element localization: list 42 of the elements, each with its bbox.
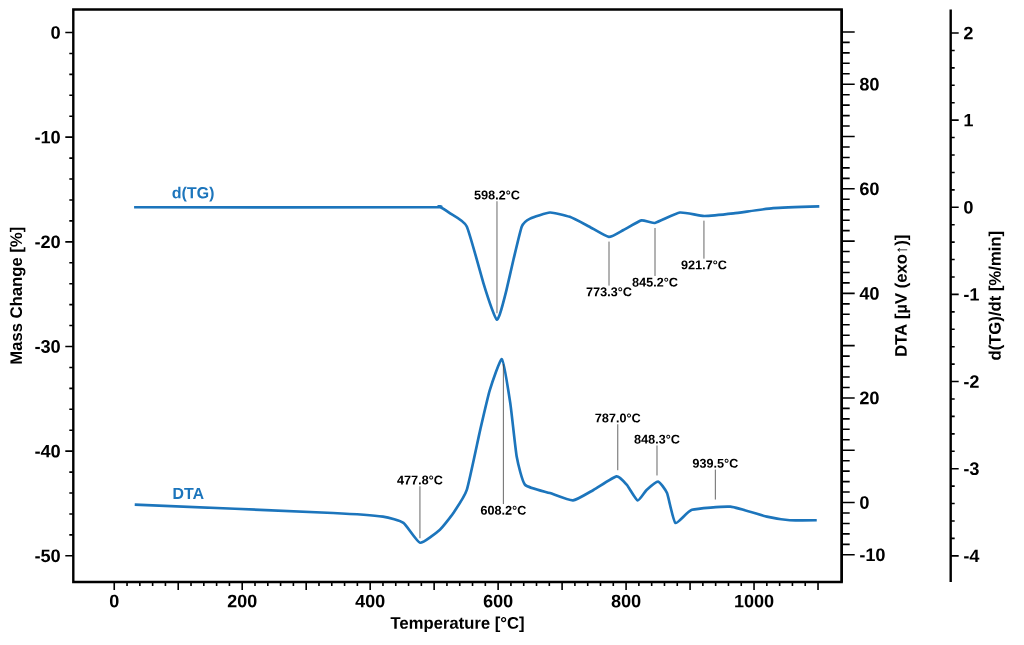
line-series [132,205,821,322]
annotation: 773.3°C [586,287,632,297]
x-tick-label: 600 [483,594,513,608]
y-axis-title: Mass Change [%] [9,227,26,364]
y3-tick-label: 1 [964,113,973,127]
annotation: 787.0°C [595,413,641,423]
annotation: 608.2°C [480,505,526,515]
x-tick-label: 200 [227,594,257,608]
series-label: d(TG) [172,186,214,202]
y3-tick-label: -3 [964,462,979,476]
y3-tick-label: -2 [964,375,979,388]
annotation: 598.2°C [474,190,520,200]
annotation: 845.2°C [632,277,678,287]
y2-tick-label: 80 [859,77,879,91]
y-tick-label: -20 [35,235,60,249]
annotation: 848.3°C [634,434,680,444]
x-tick-label: 800 [611,594,641,608]
series-label: DTA [173,487,204,499]
line-series [133,357,819,545]
y3-tick-label: -1 [964,288,979,301]
annotation: 921.7°C [681,260,727,270]
annotation: 477.8°C [397,475,443,485]
x-axis-title: Temperature [°C] [390,616,524,633]
y2-axis-title: DTA [µV (exo↑)] [894,235,911,356]
y3-tick-label: 2 [964,26,973,40]
y-tick-label: 0 [51,26,60,39]
y3-tick-label: 0 [964,200,973,214]
y2-tick-label: 20 [860,391,879,405]
x-tick-label: 0 [109,594,119,608]
x-tick-label: 1000 [735,594,774,608]
y3-axis-title: d(TG)/dt [%/min] [988,231,1005,360]
y-tick-label: -30 [35,340,60,353]
y2-tick-label: 40 [859,287,879,300]
y-tick-label: -40 [35,444,60,458]
y-tick-label: -10 [35,130,60,144]
x-tick-label: 400 [355,594,385,608]
y2-tick-label: -10 [860,548,885,562]
y2-tick-label: 60 [860,182,879,196]
y-tick-label: -50 [35,549,60,563]
y2-tick-label: 0 [860,496,869,509]
y3-tick-label: -4 [964,549,980,563]
annotation: 939.5°C [692,458,738,468]
